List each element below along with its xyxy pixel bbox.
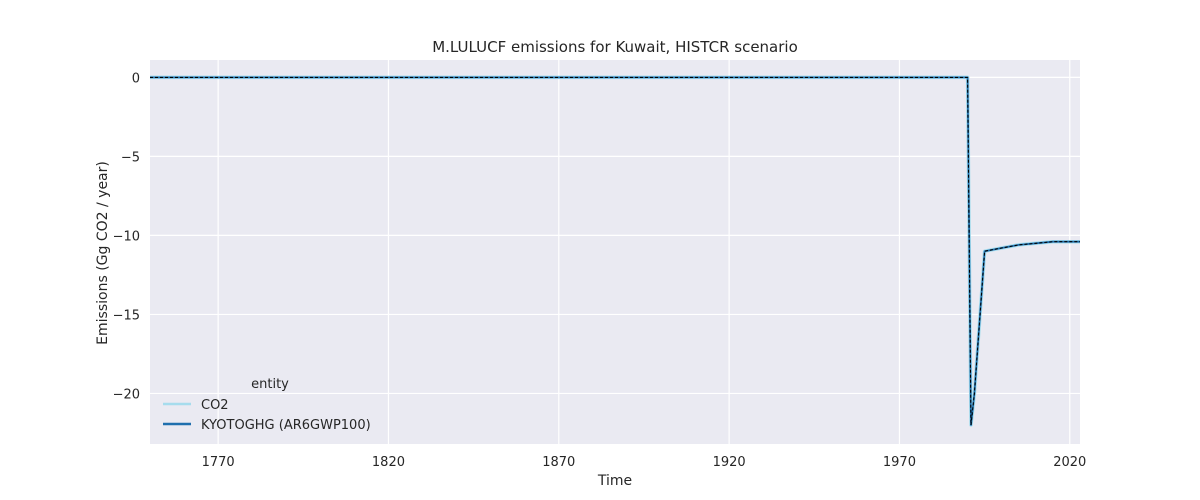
- x-tick-label: 2020: [1053, 455, 1086, 470]
- y-tick-label: 0: [132, 71, 140, 86]
- x-tick-label: 1820: [372, 455, 405, 470]
- y-tick-label: −10: [113, 229, 140, 244]
- y-tick-label: −20: [113, 387, 140, 402]
- x-tick-label: 1770: [202, 455, 235, 470]
- legend-label: KYOTOGHG (AR6GWP100): [201, 418, 371, 433]
- y-tick-label: −5: [121, 150, 140, 165]
- x-tick-label: 1920: [713, 455, 746, 470]
- legend: entity CO2 KYOTOGHG (AR6GWP100): [163, 377, 371, 433]
- legend-title: entity: [251, 377, 289, 392]
- tick-labels: 1770 1820 1870 1920 1970 2020 0 −5 −10 −15 −20: [113, 71, 1087, 470]
- plot-area: [150, 60, 1080, 444]
- y-axis-title: Emissions (Gg CO2 / year): [95, 161, 111, 345]
- overlay-dashed-line: [150, 76, 1080, 426]
- chart-title: M.LULUCF emissions for Kuwait, HISTCR sc…: [432, 38, 798, 56]
- x-tick-label: 1870: [542, 455, 575, 470]
- y-tick-label: −15: [113, 308, 140, 323]
- x-tick-label: 1970: [883, 455, 916, 470]
- series-lines: [150, 75, 1080, 427]
- legend-label: CO2: [201, 398, 229, 413]
- x-axis-title: Time: [597, 473, 632, 489]
